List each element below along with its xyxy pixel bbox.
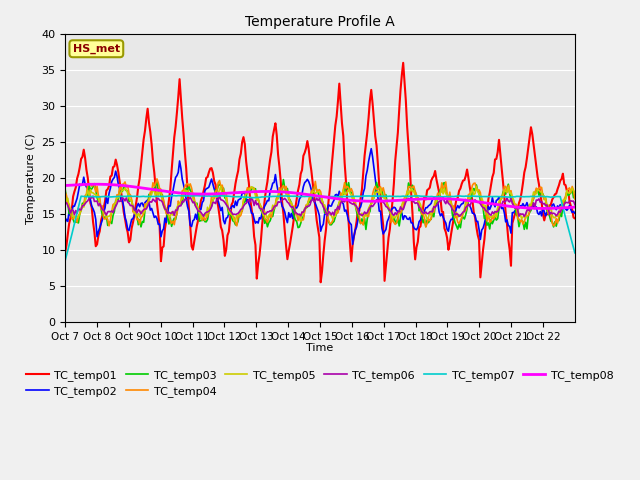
- TC_temp08: [325, 195, 333, 201]
- Title: Temperature Profile A: Temperature Profile A: [245, 15, 395, 29]
- Line: TC_temp01: TC_temp01: [65, 63, 575, 282]
- Text: HS_met: HS_met: [73, 44, 120, 54]
- TC_temp06: [216, 193, 223, 199]
- TC_temp04: [95, 193, 102, 199]
- Line: TC_temp03: TC_temp03: [65, 180, 575, 229]
- TC_temp02: [503, 217, 511, 223]
- Y-axis label: Temperature (C): Temperature (C): [26, 133, 36, 224]
- TC_temp01: [95, 233, 102, 239]
- TC_temp05: [428, 213, 435, 218]
- Line: TC_temp05: TC_temp05: [65, 186, 575, 221]
- TC_temp04: [503, 190, 511, 195]
- TC_temp06: [61, 200, 69, 205]
- TC_temp04: [428, 216, 435, 221]
- TC_temp03: [280, 177, 287, 182]
- TC_temp08: [79, 181, 86, 187]
- TC_temp07: [175, 193, 182, 199]
- TC_temp01: [399, 60, 407, 66]
- TC_temp07: [95, 194, 102, 200]
- TC_temp04: [61, 189, 69, 195]
- TC_temp05: [326, 212, 334, 217]
- TC_temp08: [502, 203, 509, 209]
- TC_temp06: [325, 209, 333, 215]
- TC_temp02: [571, 211, 579, 216]
- Line: TC_temp06: TC_temp06: [65, 196, 575, 216]
- TC_temp07: [502, 194, 509, 200]
- TC_temp04: [153, 176, 161, 182]
- TC_temp05: [571, 190, 579, 195]
- TC_temp01: [317, 279, 324, 285]
- X-axis label: Time: Time: [307, 344, 333, 353]
- TC_temp03: [362, 227, 370, 232]
- TC_temp02: [570, 208, 577, 214]
- TC_temp06: [570, 198, 577, 204]
- TC_temp02: [61, 219, 69, 225]
- TC_temp01: [325, 197, 333, 203]
- TC_temp07: [426, 194, 434, 200]
- Line: TC_temp07: TC_temp07: [65, 196, 575, 261]
- TC_temp06: [95, 203, 102, 208]
- TC_temp05: [570, 188, 577, 194]
- TC_temp07: [568, 240, 576, 246]
- TC_temp01: [428, 178, 435, 184]
- TC_temp01: [571, 216, 579, 221]
- TC_temp08: [539, 205, 547, 211]
- TC_temp07: [61, 258, 69, 264]
- TC_temp02: [428, 201, 435, 206]
- TC_temp02: [79, 181, 86, 187]
- TC_temp03: [95, 198, 102, 204]
- Line: TC_temp02: TC_temp02: [65, 149, 575, 244]
- TC_temp04: [422, 224, 429, 230]
- TC_temp05: [217, 183, 225, 189]
- TC_temp01: [503, 221, 511, 227]
- TC_temp03: [571, 192, 579, 198]
- TC_temp03: [503, 186, 511, 192]
- TC_temp06: [426, 209, 434, 215]
- TC_temp08: [426, 196, 434, 202]
- Legend: TC_temp01, TC_temp02, TC_temp03, TC_temp04, TC_temp05, TC_temp06, TC_temp07, TC_: TC_temp01, TC_temp02, TC_temp03, TC_temp…: [22, 365, 618, 402]
- TC_temp06: [79, 203, 86, 209]
- TC_temp02: [323, 207, 331, 213]
- TC_temp04: [325, 218, 333, 224]
- TC_temp03: [79, 200, 86, 206]
- TC_temp01: [61, 250, 69, 256]
- TC_temp04: [571, 196, 579, 202]
- TC_temp08: [570, 204, 577, 210]
- TC_temp05: [79, 203, 86, 208]
- TC_temp08: [96, 181, 104, 187]
- TC_temp07: [325, 194, 333, 200]
- TC_temp03: [61, 187, 69, 192]
- TC_temp05: [297, 218, 305, 224]
- TC_temp07: [571, 250, 579, 256]
- TC_temp03: [428, 216, 435, 222]
- Line: TC_temp08: TC_temp08: [65, 184, 575, 208]
- TC_temp07: [79, 193, 86, 199]
- TC_temp08: [61, 183, 69, 189]
- TC_temp04: [79, 202, 86, 208]
- TC_temp06: [502, 198, 509, 204]
- TC_temp02: [95, 229, 102, 235]
- TC_temp06: [520, 214, 528, 219]
- TC_temp03: [570, 195, 577, 201]
- TC_temp03: [325, 219, 333, 225]
- TC_temp05: [503, 189, 511, 194]
- TC_temp05: [95, 196, 102, 202]
- TC_temp08: [571, 204, 579, 210]
- TC_temp02: [367, 146, 375, 152]
- TC_temp05: [61, 193, 69, 199]
- TC_temp04: [570, 188, 577, 193]
- TC_temp01: [79, 154, 86, 160]
- TC_temp06: [571, 202, 579, 208]
- TC_temp08: [93, 181, 101, 187]
- TC_temp02: [349, 241, 356, 247]
- TC_temp01: [570, 215, 577, 220]
- Line: TC_temp04: TC_temp04: [65, 179, 575, 227]
